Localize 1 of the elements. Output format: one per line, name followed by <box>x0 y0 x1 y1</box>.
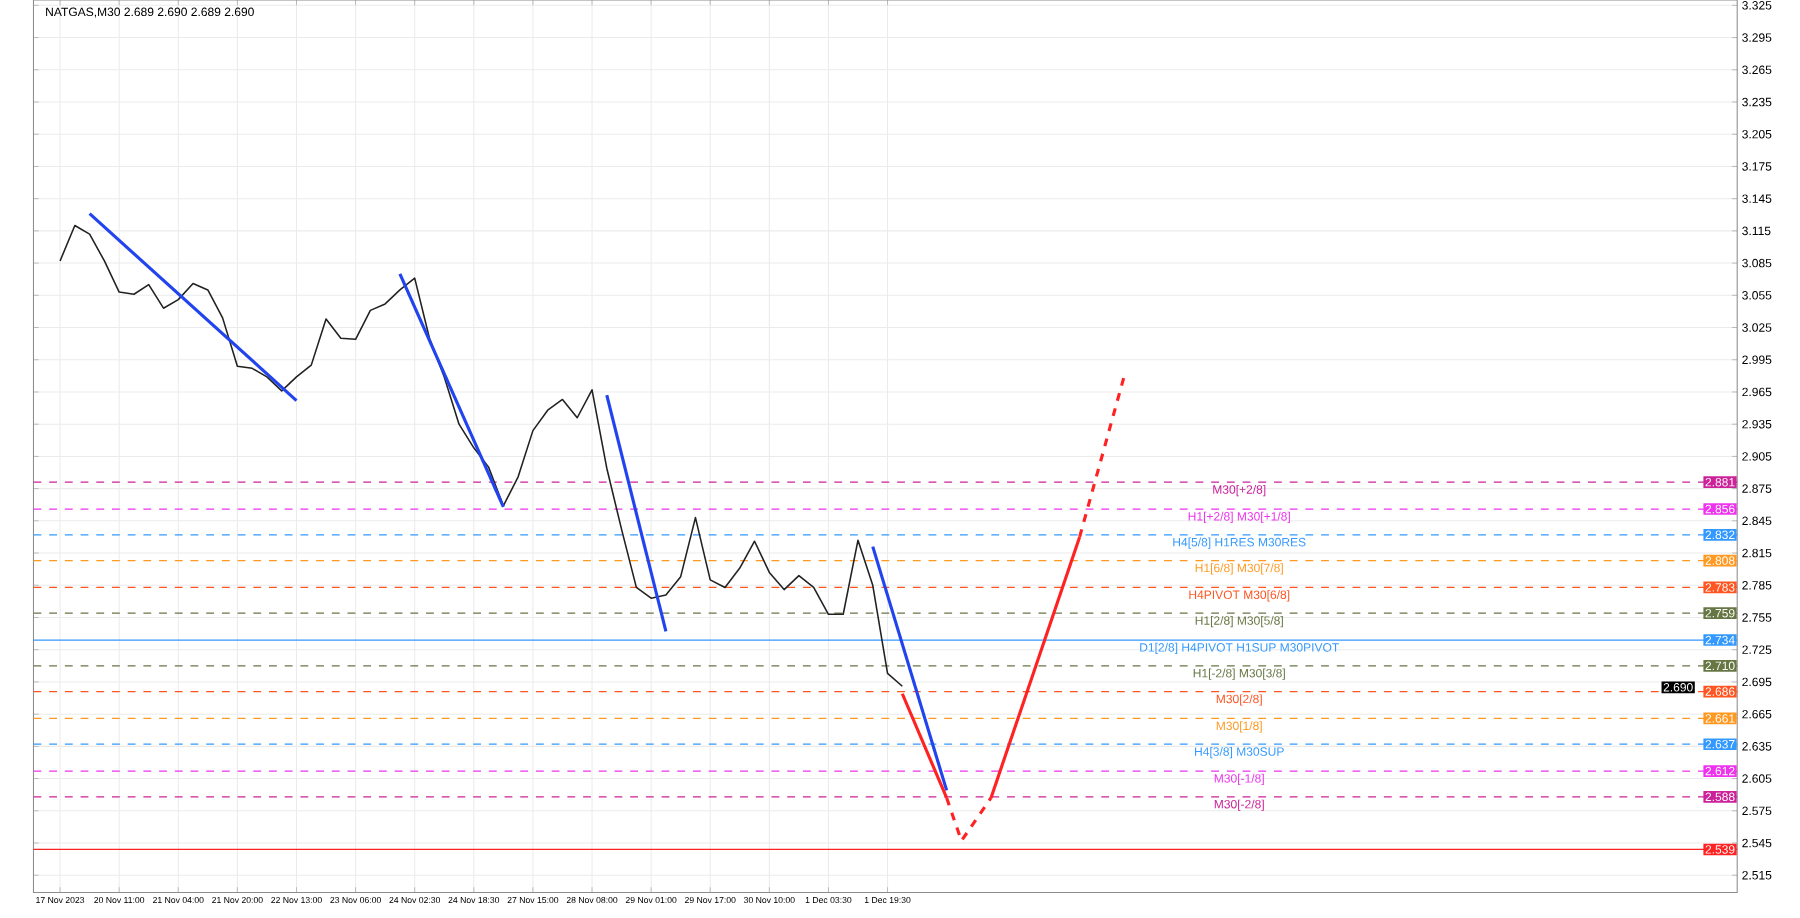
line-series <box>59 224 904 687</box>
